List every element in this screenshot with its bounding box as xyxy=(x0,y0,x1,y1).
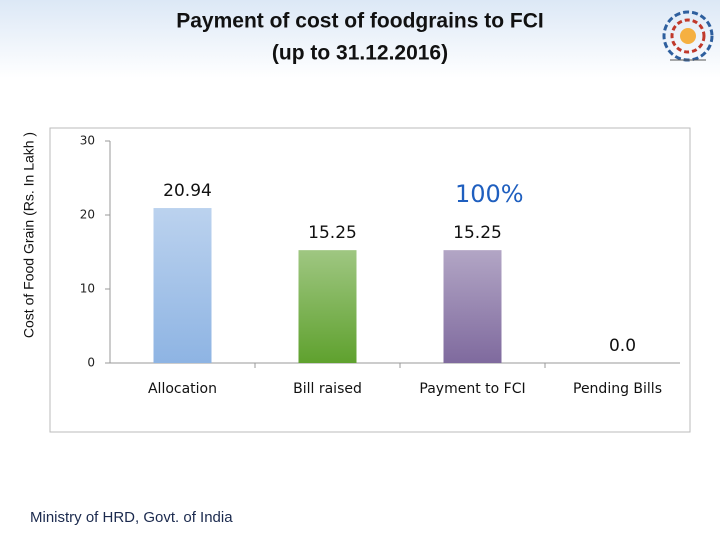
x-tick-label: Bill raised xyxy=(293,381,362,397)
x-tick-label: Pending Bills xyxy=(573,381,662,397)
footer: Ministry of HRD, Govt. of India xyxy=(30,509,233,526)
y-tick-label: 0 xyxy=(87,356,95,370)
y-tick-label: 10 xyxy=(80,282,95,296)
value-label: 20.94 xyxy=(163,181,212,201)
bar xyxy=(443,250,502,363)
y-axis-title: Cost of Food Grain (Rs. In Lakh ) xyxy=(21,132,37,338)
y-tick-label: 30 xyxy=(80,134,95,148)
logo xyxy=(662,10,714,62)
value-label: 0.0 xyxy=(609,336,636,356)
chart-title: Payment of cost of foodgrains to FCI xyxy=(176,10,544,33)
y-tick-label: 20 xyxy=(80,208,95,222)
chart-frame xyxy=(49,127,691,433)
chart-subtitle: (up to 31.12.2016) xyxy=(272,42,448,65)
header-band xyxy=(0,0,720,78)
x-tick-label: Allocation xyxy=(148,381,217,397)
annotation: 100% xyxy=(455,180,524,208)
x-tick-label: Payment to FCI xyxy=(419,381,525,397)
bar xyxy=(153,208,212,363)
bar xyxy=(298,250,357,363)
value-label: 15.25 xyxy=(453,223,502,243)
value-label: 15.25 xyxy=(308,223,357,243)
